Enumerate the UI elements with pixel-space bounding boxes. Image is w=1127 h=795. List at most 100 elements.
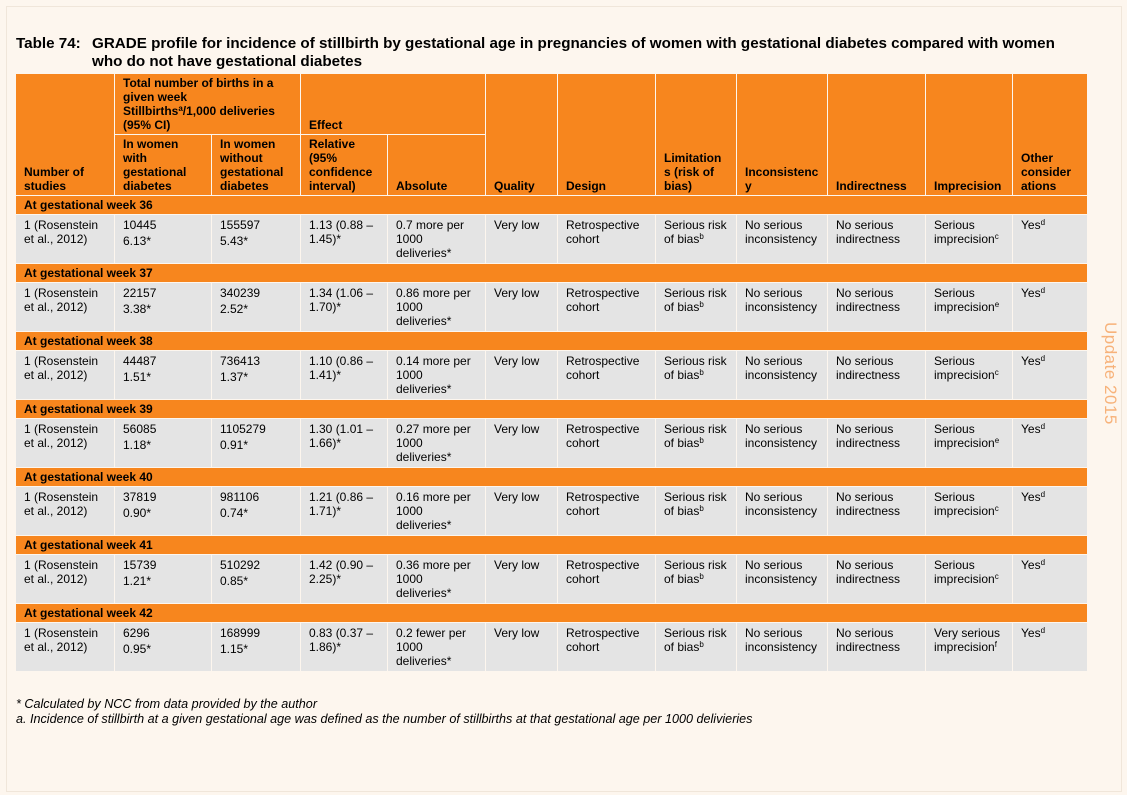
footnote-ref: c	[994, 504, 999, 513]
cell-limitations: Serious risk of biasb	[655, 350, 737, 400]
cell-quality: Very low	[485, 350, 558, 400]
cell-design: Retrospective cohort	[557, 214, 656, 264]
cell-absolute: 0.16 more per 1000 deliveries*	[387, 486, 486, 536]
group-header-row: At gestational week 39	[15, 399, 1088, 419]
footnote-star: * Calculated by NCC from data provided b…	[16, 697, 318, 711]
cell-design: Retrospective cohort	[557, 622, 656, 672]
cell-nogd: 981106 0.74*	[211, 486, 301, 536]
cell-studies: 1 (Rosenstein et al., 2012)	[15, 350, 115, 400]
document-page: Table 74: GRADE profile for incidence of …	[6, 6, 1122, 792]
table-row: 1 (Rosenstein et al., 2012) 22157 3.38* 340…	[15, 282, 1088, 332]
gd-rate: 1.21*	[123, 574, 152, 588]
cell-limitations: Serious risk of biasb	[655, 486, 737, 536]
cell-design: Retrospective cohort	[557, 486, 656, 536]
nogd-births: 1105279	[220, 422, 266, 436]
imprecision-text: Very serious imprecision	[934, 626, 1001, 654]
header-inconsistency: Inconsistenc y	[736, 73, 828, 196]
cell-inconsistency: No serious inconsistency	[736, 282, 828, 332]
cell-studies: 1 (Rosenstein et al., 2012)	[15, 622, 115, 672]
cell-studies: 1 (Rosenstein et al., 2012)	[15, 282, 115, 332]
table-row: 1 (Rosenstein et al., 2012) 15739 1.21* 510…	[15, 554, 1088, 604]
cell-limitations: Serious risk of biasb	[655, 554, 737, 604]
table-row: 1 (Rosenstein et al., 2012) 37819 0.90* 981…	[15, 486, 1088, 536]
header-effect: Effect	[300, 73, 486, 135]
cell-limitations: Serious risk of biasb	[655, 418, 737, 468]
cell-relative: 0.83 (0.37 – 1.86)*	[300, 622, 388, 672]
cell-quality: Very low	[485, 282, 558, 332]
imprecision-text: Serious imprecision	[934, 422, 995, 450]
nogd-rate: 2.52*	[220, 302, 249, 316]
footnotes: * Calculated by NCC from data provided b…	[16, 697, 752, 727]
table-row: 1 (Rosenstein et al., 2012) 44487 1.51* 736…	[15, 350, 1088, 400]
cell-absolute: 0.2 fewer per 1000 deliveries*	[387, 622, 486, 672]
cell-relative: 1.21 (0.86 – 1.71)*	[300, 486, 388, 536]
other-text: Yes	[1021, 218, 1041, 232]
cell-indirectness: No serious indirectness	[827, 214, 926, 264]
cell-absolute: 0.36 more per 1000 deliveries*	[387, 554, 486, 604]
cell-nogd: 155597 5.43*	[211, 214, 301, 264]
group-label: At gestational week 41	[15, 535, 1088, 555]
cell-studies: 1 (Rosenstein et al., 2012)	[15, 214, 115, 264]
cell-nogd: 340239 2.52*	[211, 282, 301, 332]
cell-studies: 1 (Rosenstein et al., 2012)	[15, 418, 115, 468]
cell-other: Yesd	[1012, 350, 1088, 400]
cell-design: Retrospective cohort	[557, 350, 656, 400]
footnote-ref: d	[1040, 218, 1046, 227]
gd-births: 56085	[123, 422, 157, 436]
cell-absolute: 0.14 more per 1000 deliveries*	[387, 350, 486, 400]
table-caption: GRADE profile for incidence of stillbirt…	[92, 35, 1055, 70]
header-studies: Number of studies	[15, 73, 115, 196]
cell-quality: Very low	[485, 554, 558, 604]
group-header-row: At gestational week 40	[15, 467, 1088, 487]
footnote-ref: c	[994, 232, 999, 241]
cell-nogd: 1105279 0.91*	[211, 418, 301, 468]
cell-quality: Very low	[485, 214, 558, 264]
cell-relative: 1.13 (0.88 – 1.45)*	[300, 214, 388, 264]
cell-gd: 56085 1.18*	[114, 418, 212, 468]
nogd-births: 510292	[220, 558, 261, 572]
nogd-rate: 5.43*	[220, 234, 249, 248]
cell-nogd: 510292 0.85*	[211, 554, 301, 604]
footnote-ref: d	[1040, 286, 1046, 295]
limitations-text: Serious risk of bias	[664, 422, 727, 450]
nogd-births: 981106	[220, 490, 260, 504]
footnote-ref: c	[994, 368, 999, 377]
header-total-births: Total number of births in a given week S…	[114, 73, 301, 135]
cell-indirectness: No serious indirectness	[827, 350, 926, 400]
cell-studies: 1 (Rosenstein et al., 2012)	[15, 554, 115, 604]
cell-inconsistency: No serious inconsistency	[736, 486, 828, 536]
cell-indirectness: No serious indirectness	[827, 486, 926, 536]
cell-quality: Very low	[485, 418, 558, 468]
cell-gd: 22157 3.38*	[114, 282, 212, 332]
footnote-ref: d	[1040, 422, 1046, 431]
other-text: Yes	[1021, 626, 1041, 640]
other-text: Yes	[1021, 422, 1041, 436]
header-design: Design	[557, 73, 656, 196]
footnote-ref: e	[994, 300, 1000, 309]
cell-design: Retrospective cohort	[557, 554, 656, 604]
stillbirths-text: Stillbirths	[123, 104, 179, 118]
header-limitations: Limitation s (risk of bias)	[655, 73, 737, 196]
header-gd: In women with gestational diabetes	[114, 134, 212, 196]
cell-inconsistency: No serious inconsistency	[736, 350, 828, 400]
imprecision-text: Serious imprecision	[934, 354, 995, 382]
nogd-rate: 1.37*	[220, 370, 249, 384]
limitations-text: Serious risk of bias	[664, 558, 727, 586]
cell-imprecision: Serious imprecisionc	[925, 350, 1013, 400]
footnote-ref: b	[699, 640, 704, 649]
cell-other: Yesd	[1012, 554, 1088, 604]
nogd-rate: 0.91*	[220, 438, 249, 452]
cell-limitations: Serious risk of biasb	[655, 622, 737, 672]
group-header-row: At gestational week 41	[15, 535, 1088, 555]
cell-relative: 1.34 (1.06 – 1.70)*	[300, 282, 388, 332]
cell-gd: 44487 1.51*	[114, 350, 212, 400]
nogd-births: 155597	[220, 218, 261, 232]
gd-births: 37819	[123, 490, 157, 504]
cell-other: Yesd	[1012, 214, 1088, 264]
cell-indirectness: No serious indirectness	[827, 554, 926, 604]
cell-relative: 1.30 (1.01 – 1.66)*	[300, 418, 388, 468]
cell-indirectness: No serious indirectness	[827, 418, 926, 468]
gd-rate: 6.13*	[123, 234, 152, 248]
cell-nogd: 168999 1.15*	[211, 622, 301, 672]
cell-imprecision: Serious imprecisionc	[925, 486, 1013, 536]
